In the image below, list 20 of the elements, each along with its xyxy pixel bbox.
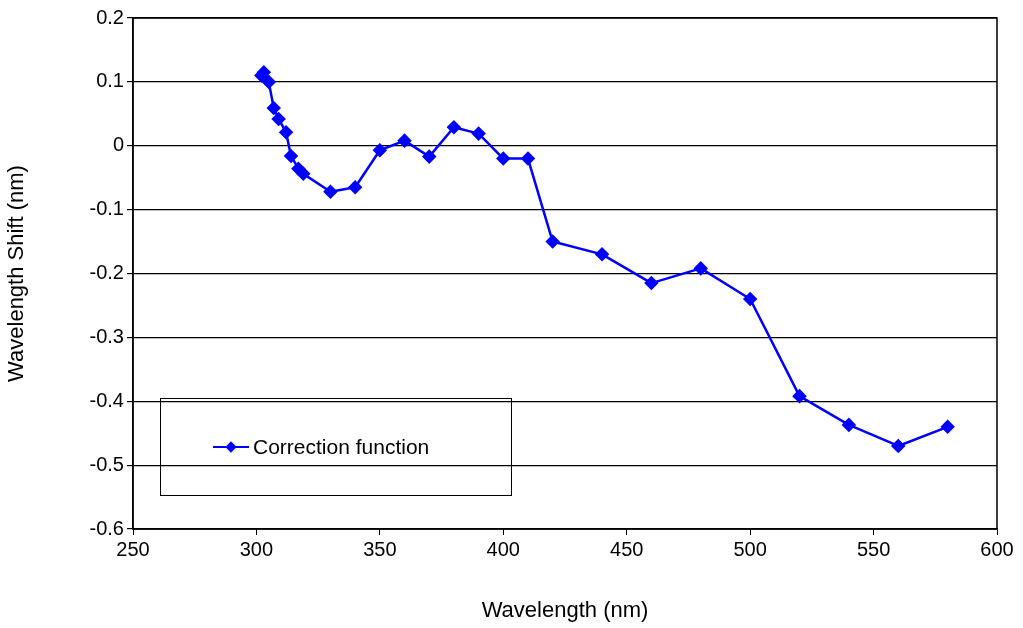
y-tick-label: 0 bbox=[112, 133, 124, 156]
x-tick-label: 400 bbox=[486, 537, 520, 560]
x-tick-label: 450 bbox=[610, 537, 644, 560]
y-tick-label: -0.5 bbox=[89, 452, 124, 475]
y-tick-label: -0.1 bbox=[89, 197, 124, 220]
x-tick-label: 600 bbox=[980, 537, 1014, 560]
x-tick-label: 250 bbox=[116, 537, 150, 560]
y-tick-label: -0.3 bbox=[89, 324, 124, 347]
y-tick-label: -0.6 bbox=[89, 516, 124, 539]
x-tick-label: 500 bbox=[733, 537, 767, 560]
x-axis-title: Wavelength (nm) bbox=[481, 596, 649, 622]
y-tick-label: 0.2 bbox=[96, 5, 124, 28]
y-axis-title: Wavelength Shift (nm) bbox=[3, 165, 29, 382]
x-tick-label: 550 bbox=[856, 537, 891, 560]
x-tick-label: 350 bbox=[363, 537, 397, 560]
y-tick-label: 0.1 bbox=[96, 69, 124, 92]
y-tick-label: -0.4 bbox=[89, 388, 124, 411]
y-tick-label: -0.2 bbox=[89, 261, 124, 284]
legend-label: Correction function bbox=[253, 435, 430, 459]
x-tick-label: 300 bbox=[239, 537, 274, 560]
